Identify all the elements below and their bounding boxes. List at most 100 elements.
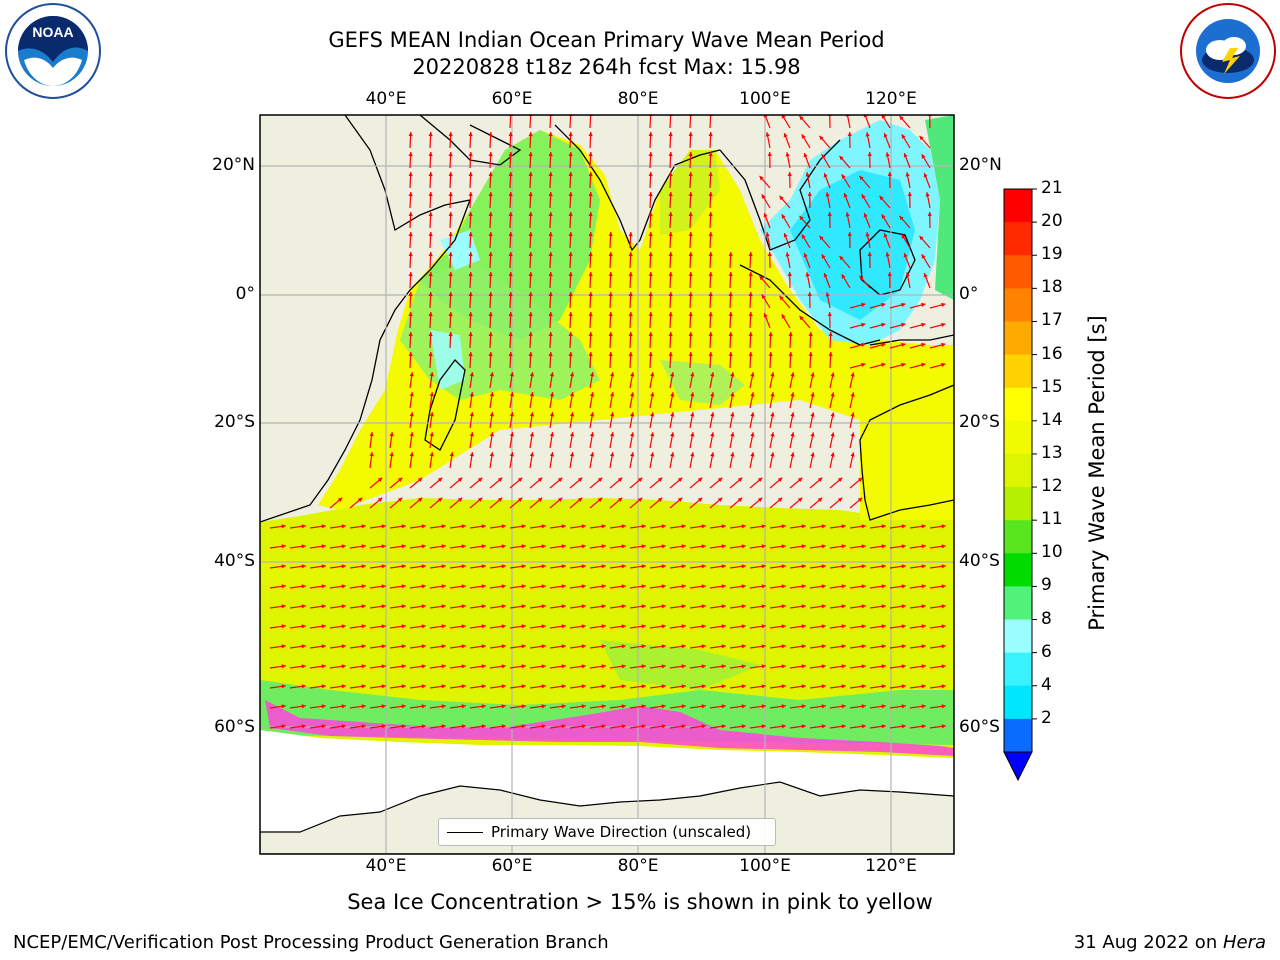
wave-arrow-head [461, 684, 466, 689]
wave-arrow-head [401, 524, 406, 529]
wave-arrow-head [901, 544, 906, 549]
wave-arrow-head [548, 132, 553, 137]
wave-arrow-head [448, 272, 453, 277]
wave-arrow-head [668, 132, 673, 137]
wave-arrow-head [588, 272, 593, 277]
wave-arrow-head [781, 684, 786, 689]
lon-label-top-120e: 120°E [865, 89, 917, 109]
wave-arrow-head [461, 524, 466, 529]
wave-arrow-head [461, 664, 466, 669]
wave-arrow-head [845, 212, 850, 217]
wave-arrow-head [861, 704, 866, 709]
wave-arrow-head [883, 233, 888, 238]
wave-arrow-head [865, 232, 870, 237]
wave-arrow-head [668, 352, 673, 357]
wave-arrow-head [781, 564, 786, 569]
southern-band-green2 [600, 640, 760, 690]
wave-arrow-head [805, 272, 810, 277]
lon-label-bottom-80e: 80°E [617, 856, 659, 876]
wave-arrow-head [501, 524, 506, 529]
wave-arrow-head [561, 544, 566, 549]
wave-arrow-head [648, 292, 653, 297]
wave-arrow-head [941, 362, 946, 367]
wave-arrow-head [281, 564, 286, 569]
wave-arrow-head [461, 624, 466, 629]
wave-arrow-head [628, 272, 633, 277]
lat-label-right-0: 0° [959, 284, 979, 304]
lat-label-left-60s: 60°S [214, 717, 255, 737]
colorbar-segment [1004, 321, 1032, 356]
seasia-coastline [719, 139, 841, 251]
wave-arrow-head [589, 372, 595, 377]
wave-arrow-head [421, 664, 426, 669]
wave-arrow-head [561, 524, 566, 529]
wave-arrow-head [417, 477, 423, 482]
colorbar-segment [1004, 586, 1032, 621]
wave-arrow-head [341, 724, 346, 729]
wave-arrow-head [781, 584, 786, 589]
wave-arrow-head [381, 524, 386, 529]
wave-arrow-head [428, 312, 433, 317]
lon-label-top-80e: 80°E [617, 89, 659, 109]
lat-label-right-40s: 40°S [959, 551, 1000, 571]
wave-arrow-head [568, 312, 573, 317]
wave-arrow-head [710, 392, 715, 397]
wave-arrow-head [341, 704, 346, 709]
colorbar-segment [1004, 652, 1032, 687]
wave-arrow-head [521, 524, 526, 529]
wave-arrow-head [701, 704, 706, 709]
wave-arrow-head [408, 272, 413, 277]
wave-arrow-head [668, 232, 673, 237]
wave-arrow-head [281, 664, 286, 669]
wave-arrow-head [881, 724, 886, 729]
wave-arrow-head [569, 372, 575, 377]
wave-arrow-head [301, 664, 306, 669]
footer-date: 31 Aug 2022 on Hera [1074, 932, 1266, 953]
wave-arrow-shaft [529, 115, 532, 129]
wave-arrow-head [381, 664, 386, 669]
legend-line-swatch [447, 832, 483, 833]
wave-arrow-head [941, 342, 946, 347]
wave-arrow-head [721, 584, 726, 589]
wave-arrow-head [597, 497, 603, 502]
footer-date-text: 31 Aug 2022 on [1073, 932, 1223, 953]
wave-arrow-head [827, 312, 832, 316]
wave-arrow-head [421, 624, 426, 629]
wave-arrow-head [801, 524, 806, 529]
green-field-bengal [660, 150, 720, 235]
wave-arrow-head [630, 452, 635, 457]
wave-arrow-head [741, 704, 746, 709]
wave-arrow-head [341, 644, 346, 649]
wave-arrow-head [661, 644, 666, 649]
wave-arrow-head [861, 644, 866, 649]
wave-arrow-head [597, 477, 603, 482]
wave-arrow-head [301, 704, 306, 709]
wave-arrow-head [847, 232, 852, 236]
wave-arrow-head [561, 564, 566, 569]
map-frame [259, 114, 955, 855]
wave-arrow-head [468, 312, 473, 317]
wave-arrow-head [861, 302, 866, 307]
wave-arrow-head [648, 192, 653, 197]
wave-arrow-head [668, 192, 673, 197]
wave-arrow-head [805, 172, 810, 177]
wave-arrow-head [748, 332, 753, 337]
wave-arrow-head [708, 132, 713, 137]
wave-arrow-head [321, 564, 326, 569]
wave-arrow-head [750, 452, 755, 457]
wave-arrow-head [608, 312, 613, 317]
wave-arrow-head [748, 352, 753, 357]
wave-arrow-head [765, 232, 770, 237]
wave-arrow-head [509, 392, 514, 397]
wave-arrow-head [823, 173, 828, 178]
wave-arrow-head [548, 152, 553, 157]
wave-arrow-head [381, 584, 386, 589]
wave-arrow-head [690, 372, 695, 377]
wave-arrow-head [301, 584, 306, 589]
wave-arrow-head [737, 497, 743, 502]
wave-arrow-head [761, 564, 766, 569]
wave-arrow-head [541, 724, 546, 729]
wave-arrow-head [528, 192, 533, 197]
wave-arrow-head [621, 524, 626, 529]
wave-arrow-head [501, 704, 506, 709]
